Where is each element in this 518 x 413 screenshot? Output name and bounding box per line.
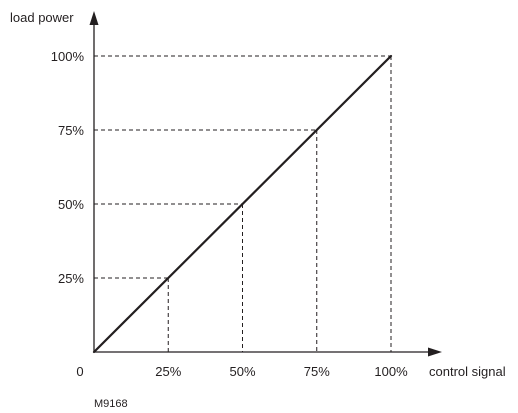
guide-lines — [94, 55, 392, 352]
x-tick-labels: 25% 50% 75% 100% — [155, 364, 408, 379]
y-tick-label-3: 100% — [51, 49, 85, 64]
origin-label: 0 — [76, 364, 83, 379]
series-layer — [92, 54, 393, 354]
x-tick-label-2: 75% — [304, 364, 330, 379]
y-tick-label-0: 25% — [58, 271, 84, 286]
figure-code: M9168 — [94, 398, 128, 410]
x-tick-label-1: 50% — [229, 364, 255, 379]
series-line-0 — [92, 54, 393, 354]
x-axis-arrow — [428, 347, 442, 357]
x-tick-label-3: 100% — [374, 364, 408, 379]
y-axis-arrow — [89, 11, 99, 25]
x-axis-label: control signal — [429, 364, 506, 379]
x-tick-label-0: 25% — [155, 364, 181, 379]
y-tick-labels: 25% 50% 75% 100% — [51, 49, 85, 286]
y-tick-label-2: 75% — [58, 123, 84, 138]
y-axis-label: load power — [10, 10, 74, 25]
y-tick-label-1: 50% — [58, 197, 84, 212]
